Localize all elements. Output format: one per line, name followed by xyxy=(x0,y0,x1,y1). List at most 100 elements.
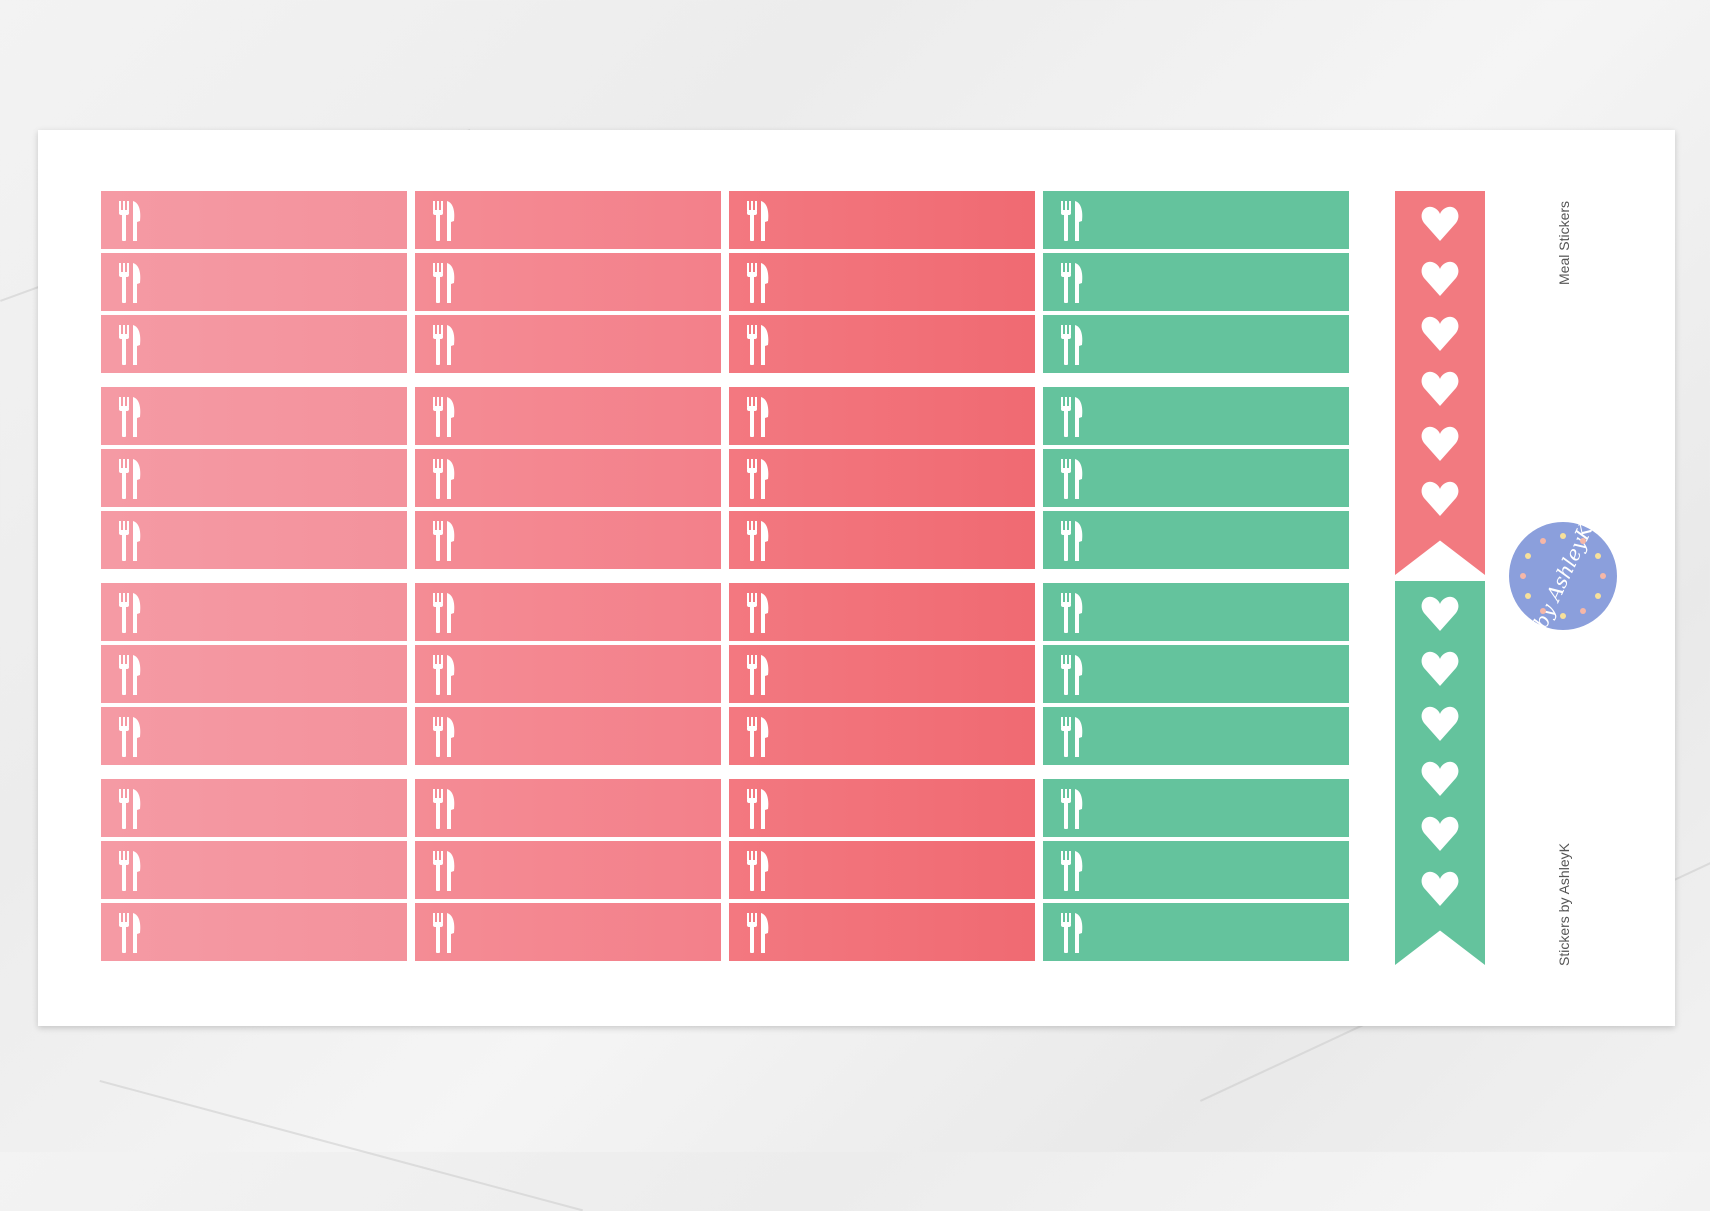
meal-sticker xyxy=(1043,707,1349,765)
fork-knife-icon xyxy=(1061,521,1083,561)
meal-sticker xyxy=(1043,903,1349,961)
meal-sticker xyxy=(1043,511,1349,569)
meal-sticker xyxy=(415,645,721,703)
logo-heart-dot xyxy=(1594,553,1601,559)
fork-knife-icon xyxy=(747,201,769,241)
logo-heart-dot xyxy=(1525,553,1532,559)
fork-knife-icon xyxy=(119,201,141,241)
fork-knife-icon xyxy=(119,397,141,437)
fork-knife-icon xyxy=(1061,913,1083,953)
heart-icon xyxy=(1420,205,1460,243)
meal-sticker xyxy=(415,449,721,507)
meal-sticker xyxy=(1043,387,1349,445)
heart-icon xyxy=(1420,595,1460,633)
meal-sticker xyxy=(729,191,1035,249)
brand-logo: by AshleyK xyxy=(1509,520,1617,632)
fork-knife-icon xyxy=(433,397,455,437)
meal-sticker xyxy=(729,903,1035,961)
meal-sticker xyxy=(1043,645,1349,703)
heart-icon xyxy=(1420,260,1460,298)
fork-knife-icon xyxy=(747,655,769,695)
fork-knife-icon xyxy=(119,789,141,829)
heart-icon xyxy=(1420,815,1460,853)
meal-sticker xyxy=(415,903,721,961)
fork-knife-icon xyxy=(433,593,455,633)
meal-sticker xyxy=(1043,449,1349,507)
meal-sticker xyxy=(729,645,1035,703)
fork-knife-icon xyxy=(1061,717,1083,757)
fork-knife-icon xyxy=(433,655,455,695)
fork-knife-icon xyxy=(119,851,141,891)
meal-sticker xyxy=(415,779,721,837)
meal-sticker xyxy=(729,387,1035,445)
meal-sticker xyxy=(729,779,1035,837)
fork-knife-icon xyxy=(119,459,141,499)
meal-sticker xyxy=(101,903,407,961)
fork-knife-icon xyxy=(433,201,455,241)
meal-sticker xyxy=(101,841,407,899)
fork-knife-icon xyxy=(433,263,455,303)
fork-knife-icon xyxy=(1061,593,1083,633)
meal-sticker xyxy=(1043,191,1349,249)
fork-knife-icon xyxy=(1061,655,1083,695)
meal-sticker xyxy=(415,841,721,899)
meal-sticker xyxy=(101,253,407,311)
logo-heart-dot xyxy=(1600,573,1606,579)
meal-sticker xyxy=(101,645,407,703)
heart-strip-sticker xyxy=(1395,191,1485,575)
logo-heart-dot xyxy=(1520,573,1526,579)
marble-vein xyxy=(99,1080,583,1211)
logo-heart-dot xyxy=(1594,593,1601,599)
fork-knife-icon xyxy=(747,789,769,829)
fork-knife-icon xyxy=(119,655,141,695)
fork-knife-icon xyxy=(433,325,455,365)
meal-sticker xyxy=(415,191,721,249)
heart-icon xyxy=(1420,760,1460,798)
heart-icon xyxy=(1420,480,1460,518)
fork-knife-icon xyxy=(433,789,455,829)
fork-knife-icon xyxy=(1061,397,1083,437)
meal-sticker xyxy=(415,511,721,569)
fork-knife-icon xyxy=(1061,201,1083,241)
fork-knife-icon xyxy=(747,325,769,365)
fork-knife-icon xyxy=(1061,851,1083,891)
fork-knife-icon xyxy=(747,717,769,757)
meal-sticker xyxy=(1043,315,1349,373)
fork-knife-icon xyxy=(1061,325,1083,365)
fork-knife-icon xyxy=(119,913,141,953)
meal-sticker xyxy=(101,583,407,641)
fork-knife-icon xyxy=(433,717,455,757)
fork-knife-icon xyxy=(747,851,769,891)
logo-heart-dot xyxy=(1525,593,1532,599)
meal-sticker xyxy=(415,253,721,311)
heart-icon xyxy=(1420,650,1460,688)
heart-strip-sticker xyxy=(1395,581,1485,965)
meal-sticker xyxy=(101,191,407,249)
meal-sticker xyxy=(1043,583,1349,641)
meal-sticker xyxy=(729,707,1035,765)
fork-knife-icon xyxy=(1061,789,1083,829)
meal-sticker xyxy=(101,779,407,837)
meal-sticker xyxy=(101,315,407,373)
logo-heart-dot xyxy=(1560,613,1566,619)
fork-knife-icon xyxy=(1061,459,1083,499)
meal-sticker xyxy=(101,387,407,445)
meal-sticker xyxy=(729,583,1035,641)
meal-sticker xyxy=(1043,253,1349,311)
fork-knife-icon xyxy=(747,521,769,561)
fork-knife-icon xyxy=(119,325,141,365)
fork-knife-icon xyxy=(747,593,769,633)
heart-icon xyxy=(1420,870,1460,908)
meal-sticker xyxy=(415,315,721,373)
fork-knife-icon xyxy=(119,593,141,633)
fork-knife-icon xyxy=(433,913,455,953)
fork-knife-icon xyxy=(747,263,769,303)
fork-knife-icon xyxy=(119,717,141,757)
heart-icon xyxy=(1420,705,1460,743)
meal-sticker xyxy=(729,253,1035,311)
meal-sticker xyxy=(1043,841,1349,899)
fork-knife-icon xyxy=(747,397,769,437)
meal-sticker xyxy=(415,583,721,641)
sticker-sheet: Meal Stickers Stickers by AshleyK xyxy=(38,130,1675,1026)
fork-knife-icon xyxy=(119,263,141,303)
